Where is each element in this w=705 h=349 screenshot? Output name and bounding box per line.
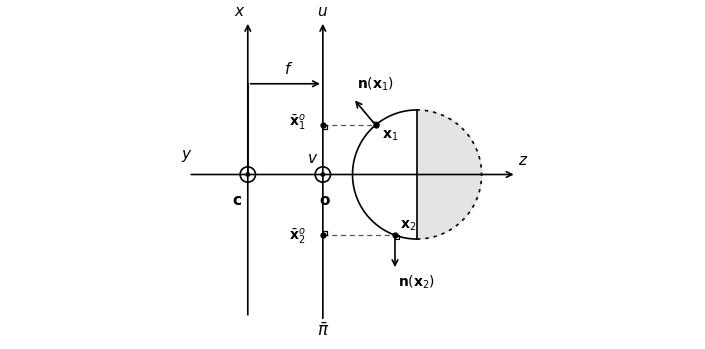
Text: $\bar{\pi}$: $\bar{\pi}$ — [317, 323, 329, 340]
Text: $\mathbf{x}_1$: $\mathbf{x}_1$ — [382, 128, 398, 143]
Text: $\mathbf{n}(\mathbf{x}_1)$: $\mathbf{n}(\mathbf{x}_1)$ — [357, 76, 394, 93]
Text: $\mathbf{o}$: $\mathbf{o}$ — [319, 194, 331, 208]
Text: $y$: $y$ — [181, 148, 192, 164]
Text: $\mathbf{x}_2$: $\mathbf{x}_2$ — [400, 219, 417, 233]
Text: $u$: $u$ — [317, 5, 329, 19]
Text: $x$: $x$ — [234, 5, 246, 19]
Text: $f$: $f$ — [284, 61, 293, 77]
Polygon shape — [417, 110, 482, 239]
Circle shape — [321, 173, 324, 176]
Text: $z$: $z$ — [518, 154, 529, 168]
Text: $\bar{\mathbf{x}}_1^o$: $\bar{\mathbf{x}}_1^o$ — [289, 113, 305, 133]
Text: $\bar{\mathbf{x}}_2^o$: $\bar{\mathbf{x}}_2^o$ — [289, 227, 305, 247]
Circle shape — [246, 173, 250, 176]
Text: $\mathbf{c}$: $\mathbf{c}$ — [233, 194, 243, 208]
Text: $\mathbf{n}(\mathbf{x}_2)$: $\mathbf{n}(\mathbf{x}_2)$ — [398, 274, 436, 291]
Text: $v$: $v$ — [307, 152, 319, 166]
